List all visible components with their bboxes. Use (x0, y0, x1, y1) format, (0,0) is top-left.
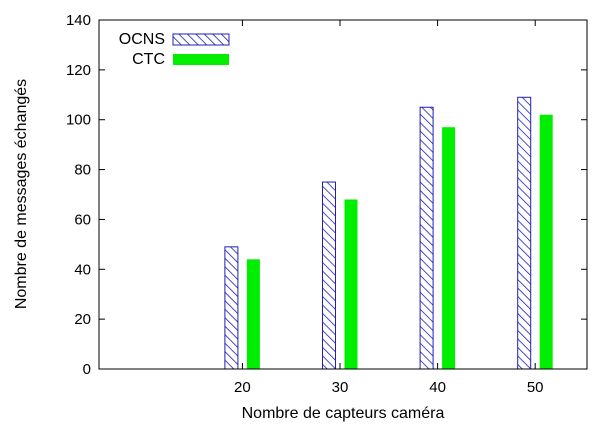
y-tick-label: 60 (74, 211, 91, 228)
x-tick-label: 30 (332, 379, 349, 396)
bars-group (224, 96, 553, 370)
x-axis-label: Nombre de capteurs caméra (242, 405, 445, 422)
bar-ocns-40 (419, 106, 434, 370)
y-tick-label: 80 (74, 162, 91, 179)
y-tick-label: 100 (66, 112, 91, 129)
x-axis-ticks: 20 30 40 50 (234, 20, 544, 396)
bar-ocns-20 (224, 246, 239, 370)
y-axis-ticks: 0 20 40 60 80 100 120 140 (66, 12, 587, 378)
y-tick-label: 140 (66, 12, 91, 29)
bar-ctc-40 (442, 127, 456, 369)
bar-ctc-20 (246, 259, 260, 369)
bar-ctc-30 (344, 199, 358, 369)
y-tick-label: 40 (74, 261, 91, 278)
y-axis-label: Nombre de messages échangés (13, 79, 30, 309)
legend-swatch-ctc (173, 54, 229, 65)
bar-ocns-50 (517, 96, 532, 370)
y-tick-label: 120 (66, 62, 91, 79)
x-tick-label: 40 (429, 379, 446, 396)
plot-frame (98, 19, 588, 370)
y-tick-label: 0 (83, 361, 91, 378)
bar-ocns-30 (322, 181, 336, 370)
y-tick-label: 20 (74, 311, 91, 328)
legend-swatch-ocns (172, 33, 230, 46)
x-tick-label: 50 (527, 379, 544, 396)
legend-label-ctc: CTC (132, 51, 165, 68)
bar-ctc-50 (539, 114, 553, 369)
legend-label-ocns: OCNS (119, 31, 165, 48)
legend: OCNS CTC (119, 31, 230, 68)
x-tick-label: 20 (234, 379, 251, 396)
